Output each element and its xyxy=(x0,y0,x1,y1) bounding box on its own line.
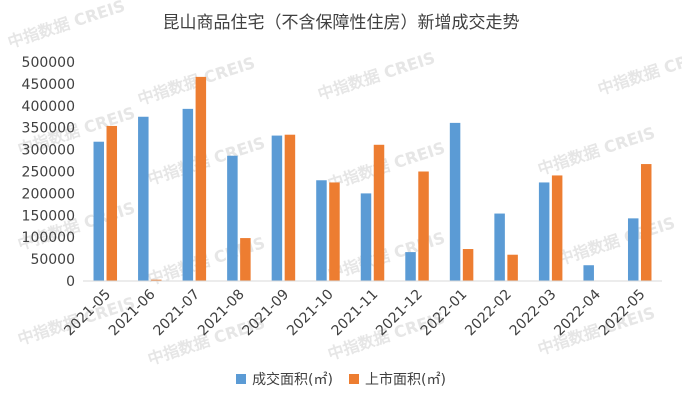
bar-listed-area xyxy=(551,175,563,281)
bar-listed-area xyxy=(240,238,251,281)
y-tick-label: 100000 xyxy=(22,230,75,246)
x-tick-label: 2022-03 xyxy=(507,287,560,340)
watermark-text: 中指数据 CREIS xyxy=(535,123,657,179)
bar-listed-area xyxy=(507,254,518,281)
y-tick-label: 450000 xyxy=(22,77,75,93)
watermark-text: 中指数据 CREIS xyxy=(5,0,127,52)
y-tick-label: 0 xyxy=(66,274,75,290)
bars-layer xyxy=(93,76,652,281)
y-tick-label: 350000 xyxy=(22,121,75,137)
y-axis: 0 50000 100000 150000 200000 250000 300000 3500… xyxy=(22,55,75,290)
bar-deal-area xyxy=(93,141,105,281)
bar-deal-area xyxy=(316,180,327,281)
bar-deal-area xyxy=(627,218,639,281)
legend-item-deal: 成交面积(㎡) xyxy=(236,369,333,389)
bar-listed-area xyxy=(284,134,296,281)
bar-listed-area xyxy=(640,164,652,281)
bar-deal-area xyxy=(182,108,194,281)
y-tick-label: 200000 xyxy=(22,186,75,202)
bar-deal-area xyxy=(271,135,283,281)
watermark-text: 中指数据 CREIS xyxy=(315,48,437,104)
bar-deal-area xyxy=(449,122,461,281)
bar-listed-area xyxy=(462,249,474,281)
bar-deal-area xyxy=(227,155,238,281)
bar-listed-area xyxy=(418,171,429,281)
watermark-text: 中指数据 CREIS xyxy=(145,133,267,189)
bar-deal-area xyxy=(405,252,416,281)
bar-listed-area xyxy=(195,76,207,281)
bar-deal-area xyxy=(138,116,149,281)
bar-deal-area xyxy=(494,213,505,281)
x-tick-label: 2021-10 xyxy=(284,287,337,340)
y-tick-label: 50000 xyxy=(30,252,75,268)
bar-listed-area xyxy=(106,125,118,281)
watermark-text: 中指数据 CREIS xyxy=(325,138,447,194)
watermark-text: 中指数据 CREIS xyxy=(325,228,447,284)
x-tick-label: 2021-07 xyxy=(150,287,203,340)
y-tick-label: 300000 xyxy=(22,143,75,159)
watermark-text: 中指数据 CREIS xyxy=(555,213,677,269)
bar-deal-area xyxy=(583,265,594,281)
legend-swatch-deal xyxy=(236,374,247,384)
bar-deal-area xyxy=(360,193,372,281)
legend: 成交面积(㎡) 上市面积(㎡) xyxy=(0,369,682,389)
watermark-text: 中指数据 CREIS xyxy=(595,43,682,99)
y-tick-label: 400000 xyxy=(22,99,75,115)
y-tick-label: 150000 xyxy=(22,208,75,224)
y-tick-label: 250000 xyxy=(22,165,75,181)
legend-label-listed: 上市面积(㎡) xyxy=(365,372,446,388)
chart-title: 昆山商品住宅（不含保障性住房）新增成交走势 xyxy=(162,13,520,33)
bar-listed-area xyxy=(373,144,385,281)
bar-listed-area xyxy=(329,182,340,281)
y-tick-label: 500000 xyxy=(22,55,75,71)
bar-deal-area xyxy=(538,182,550,281)
bar-listed-area xyxy=(151,279,162,281)
legend-swatch-listed xyxy=(349,374,359,384)
legend-label-deal: 成交面积(㎡) xyxy=(252,372,333,388)
x-tick-label: 2022-02 xyxy=(462,287,515,340)
legend-item-listed: 上市面积(㎡) xyxy=(349,369,446,389)
